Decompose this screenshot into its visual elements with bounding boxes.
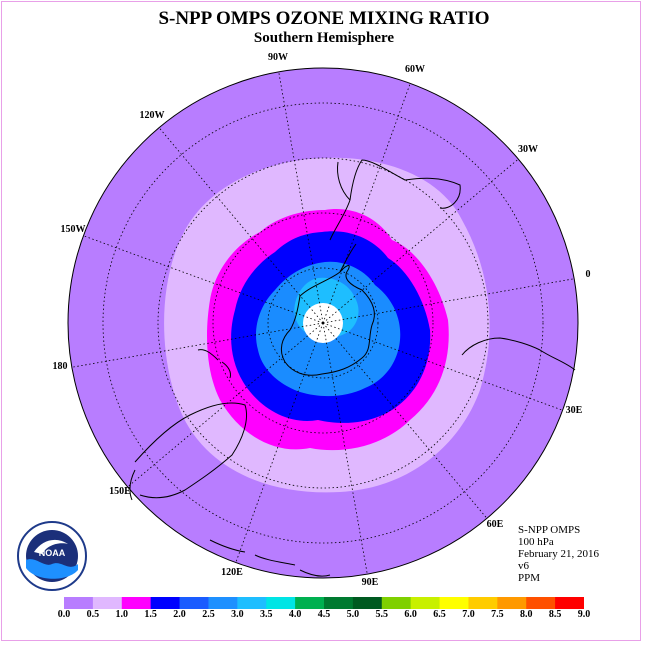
colorbar-tick: 2.0 — [173, 609, 186, 620]
colorbar-bin-10 — [352, 597, 383, 609]
colorbar-bin-8 — [295, 597, 325, 609]
colorbar-tick: 6.5 — [433, 609, 446, 620]
colorbar-tick: 4.5 — [317, 609, 331, 620]
colorbar-bin-0 — [64, 597, 94, 609]
colorbar-bin-13 — [439, 597, 469, 609]
info-units: PPM — [518, 572, 541, 584]
colorbar-bin-9 — [324, 597, 354, 609]
antarctic-peninsula — [339, 243, 357, 273]
colorbar-bin-1 — [92, 597, 123, 609]
colorbar-tick: 3.0 — [231, 609, 244, 620]
lon-label-30w: 30W — [518, 144, 538, 155]
south-america-coast — [329, 159, 461, 241]
colorbar-bin-3 — [150, 597, 181, 609]
lon-label-0: 0 — [586, 269, 591, 280]
logo-text: NOAA — [39, 548, 66, 558]
colorbar-tick: 8.5 — [548, 609, 562, 620]
colorbar-ticks: 0.0 0.5 1.0 1.5 2.0 2.5 3.0 3.5 4.0 4.5 5.0 5.5 6.0 6… — [0, 609, 648, 623]
lon-label-60e: 60E — [487, 519, 504, 530]
colorbar-tick: 0.5 — [86, 609, 100, 620]
lon-label-120e: 120E — [221, 567, 243, 578]
colorbar-bin-6 — [237, 597, 267, 609]
lon-label-120w: 120W — [140, 110, 165, 121]
figure-frame — [1, 1, 641, 641]
colorbar-tick: 5.5 — [375, 609, 389, 620]
lon-label-30e: 30E — [566, 405, 583, 416]
colorbar-tick: 2.5 — [202, 609, 215, 620]
colorbar-bin-11 — [381, 597, 412, 609]
map-subtitle: Southern Hemisphere — [253, 30, 395, 46]
colorbar-tick: 5.0 — [346, 609, 360, 620]
info-date: February 21, 2016 — [518, 548, 599, 560]
africa-coast — [461, 337, 576, 371]
colorbar-bin-2 — [121, 597, 152, 609]
colorbar — [64, 597, 584, 609]
colorbar-tick: 1.5 — [144, 609, 157, 620]
colorbar-tick: 7.5 — [491, 609, 504, 620]
coastlines — [129, 159, 576, 577]
colorbar-bin-14 — [468, 597, 498, 609]
map-title: S-NPP OMPS OZONE MIXING RATIO — [158, 8, 490, 29]
colorbar-tick: 7.0 — [462, 609, 475, 620]
colorbar-bin-4 — [179, 597, 209, 609]
colorbar-bin-17 — [555, 597, 584, 609]
colorbar-tick: 9.0 — [577, 609, 591, 620]
colorbar-tick: 6.0 — [404, 609, 417, 620]
lon-label-180: 180 — [53, 361, 68, 372]
colorbar-tick: 0.0 — [57, 609, 71, 620]
info-instrument: S-NPP OMPS — [518, 524, 581, 536]
colorbar-bin-16 — [526, 597, 556, 609]
lon-label-90w: 90W — [268, 52, 288, 63]
australia-coast — [134, 402, 247, 499]
colorbar-bin-15 — [497, 597, 527, 609]
lon-label-150w: 150W — [61, 224, 86, 235]
colorbar-bin-12 — [410, 597, 441, 609]
lon-label-150e: 150E — [109, 486, 131, 497]
new-zealand-coast — [197, 349, 231, 379]
noaa-logo: NOAA — [17, 521, 87, 591]
colorbar-tick: 4.0 — [288, 609, 302, 620]
colorbar-tick: 3.5 — [259, 609, 273, 620]
colorbar-tick: 8.0 — [519, 609, 533, 620]
info-version: v6 — [518, 560, 529, 572]
lon-label-90e: 90E — [362, 577, 379, 588]
colorbar-bin-5 — [208, 597, 238, 609]
colorbar-bin-7 — [266, 597, 296, 609]
lon-label-60w: 60W — [405, 64, 425, 75]
info-panel: S-NPP OMPS 100 hPa February 21, 2016 v6 … — [518, 524, 599, 584]
colorbar-tick: 1.0 — [115, 609, 129, 620]
antarctica-coast — [280, 265, 375, 376]
info-level: 100 hPa — [518, 536, 554, 548]
